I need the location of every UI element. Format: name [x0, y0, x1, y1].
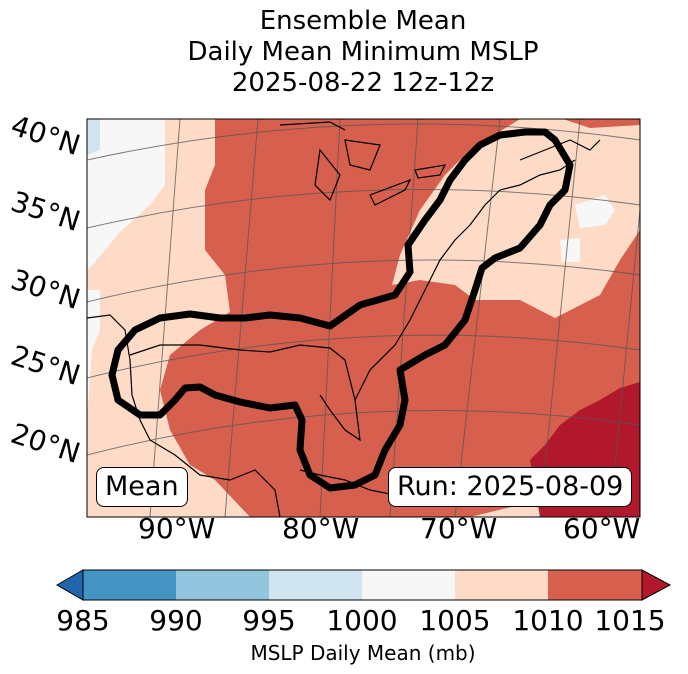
colorbar — [55, 569, 672, 601]
graticule-lon-80 — [319, 119, 341, 517]
graticule-lon-75 — [389, 119, 419, 517]
colorbar-tick-1000: 1000 — [326, 604, 398, 637]
colorbar-tick-990: 990 — [149, 604, 203, 637]
graticule-lat-40 — [87, 123, 640, 161]
graticule-lon-60 — [609, 209, 640, 517]
title-line-3: 2025-08-22 12z-12z — [231, 68, 495, 98]
coast-nova-scotia — [519, 139, 601, 161]
coast-gulf-us — [129, 344, 361, 442]
graticule-lat-20 — [87, 409, 640, 456]
colorbar-high-extend — [641, 569, 672, 601]
lon-label-60: 60°W — [563, 512, 641, 545]
colorbar-tick-1010: 1010 — [512, 604, 584, 637]
colorbar-frame — [82, 569, 643, 601]
run-label: Run: 2025-08-09 — [388, 467, 633, 507]
graticule-lat-30 — [87, 259, 640, 303]
field-1000-atlantic — [575, 195, 615, 228]
mean-label: Mean — [96, 467, 188, 507]
lake-erie — [369, 178, 412, 206]
colorbar-985 — [83, 570, 176, 600]
field-1000-northwest — [87, 119, 165, 270]
lake-michigan — [314, 148, 341, 202]
lon-label-90: 90°W — [138, 512, 216, 545]
chart-title: Ensemble Mean Daily Mean Minimum MSLP 20… — [0, 6, 688, 99]
coast-atlantic — [354, 159, 576, 401]
lake-superior — [279, 121, 346, 131]
graticule-lon-65 — [539, 119, 581, 517]
graticule-lat-25 — [87, 334, 640, 379]
colorbar-990 — [176, 570, 269, 600]
field-1000-west — [87, 290, 100, 420]
colorbar-tick-1015: 1015 — [594, 604, 666, 637]
colorbar-1010 — [548, 570, 642, 600]
colorbar-tick-985: 985 — [56, 604, 110, 637]
colorbar-label: MSLP Daily Mean (mb) — [250, 641, 476, 665]
field-1010-main — [160, 119, 640, 517]
lake-ontario — [414, 164, 447, 179]
colorbar-tick-1005: 1005 — [419, 604, 491, 637]
title-line-1: Ensemble Mean — [259, 6, 467, 36]
lake-huron — [344, 139, 381, 171]
colorbar-1000 — [362, 570, 455, 600]
field-1000-atlantic-2 — [560, 238, 580, 262]
colorbar-995 — [269, 570, 362, 600]
mslp-contour-line — [108, 128, 574, 492]
mslp-field — [87, 119, 640, 517]
colorbar-low-extend — [55, 569, 84, 601]
coast-gulf-mexico — [87, 314, 281, 517]
title-line-2: Daily Mean Minimum MSLP — [187, 37, 539, 67]
colorbar-tick-995: 995 — [242, 604, 296, 637]
colorbar-1005 — [455, 570, 548, 600]
graticule-lon-70 — [454, 119, 501, 517]
lon-label-80: 80°W — [282, 512, 360, 545]
map-frame — [86, 118, 641, 518]
field-995-corner — [87, 119, 100, 155]
lon-label-70: 70°W — [420, 512, 498, 545]
